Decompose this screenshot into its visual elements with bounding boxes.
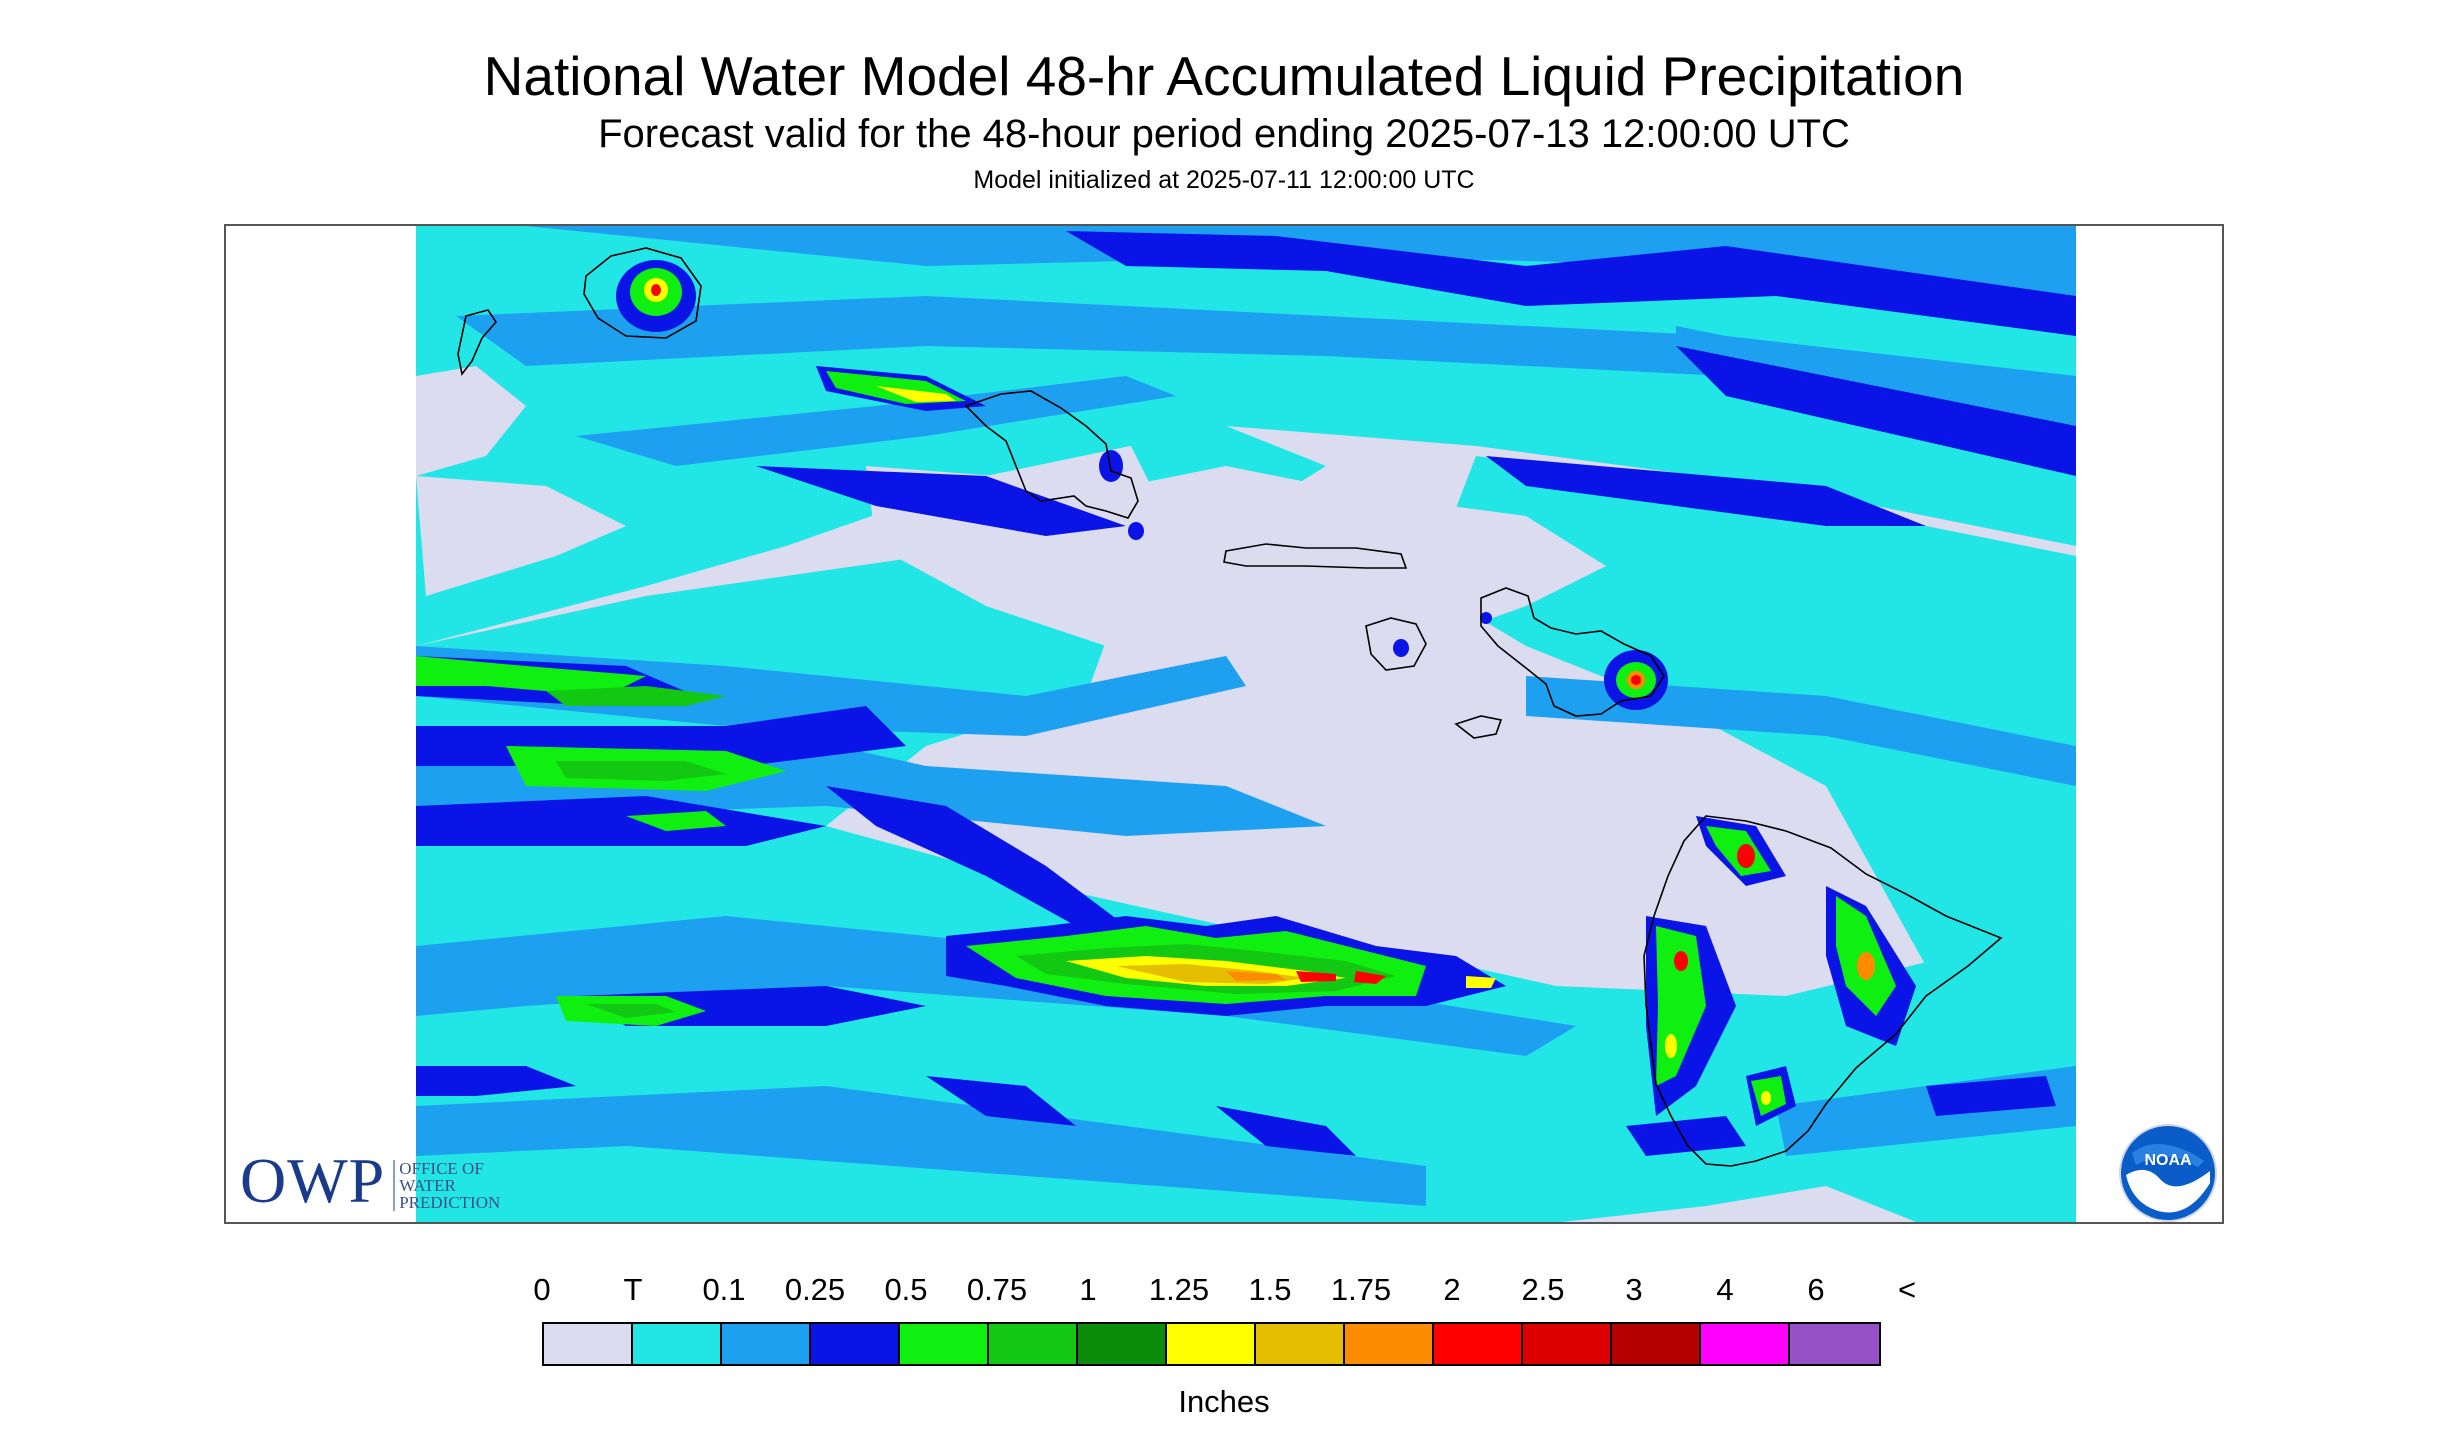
legend-swatch [1701, 1324, 1790, 1364]
legend-label: 3 [1625, 1272, 1643, 1307]
legend-label: 0.75 [966, 1272, 1028, 1307]
legend-swatch [1345, 1324, 1434, 1364]
legend-label: 1 [1079, 1272, 1097, 1307]
owp-logo-line-2: WATER [399, 1176, 456, 1195]
legend-label: 1.75 [1330, 1272, 1392, 1307]
legend-swatch [1612, 1324, 1701, 1364]
small-rain-spots [1099, 450, 1492, 657]
niihau-coastline [457, 309, 498, 376]
legend-swatch [1078, 1324, 1167, 1364]
molokai-coastline [1223, 543, 1408, 569]
precipitation-map-svg [226, 226, 2222, 1222]
owp-logo-letters: OWP [240, 1145, 386, 1216]
precipitation-map: OWP OFFICE OF WATER PREDICTION NOAA [224, 224, 2224, 1224]
owp-logo: OWP OFFICE OF WATER PREDICTION [240, 1145, 500, 1216]
legend-swatch [1523, 1324, 1612, 1364]
legend-units: Inches [1178, 1384, 1270, 1419]
map-subtitle: Forecast valid for the 48-hour period en… [598, 112, 1850, 156]
legend-swatch [1167, 1324, 1256, 1364]
legend-label: 2.5 [1521, 1272, 1565, 1307]
lanai-coastline [1365, 617, 1427, 671]
kauai-coastline [583, 247, 702, 339]
maui-coastline [1480, 587, 1665, 717]
legend-swatch [989, 1324, 1078, 1364]
oahu-coastline [964, 390, 1139, 519]
legend-color-bar [542, 1322, 1881, 1366]
legend-label: 0.5 [884, 1272, 928, 1307]
legend-swatch [544, 1324, 633, 1364]
kahoolawe-coastline [1454, 715, 1503, 739]
legend-swatch [633, 1324, 722, 1364]
maui-rain-hotspot [1604, 650, 1668, 710]
legend-swatch [811, 1324, 900, 1364]
legend-label: 0.1 [702, 1272, 746, 1307]
owp-logo-line-3: PREDICTION [399, 1193, 501, 1212]
legend-swatch [722, 1324, 811, 1364]
map-title: National Water Model 48-hr Accumulated L… [483, 45, 1965, 107]
legend-label: 6 [1807, 1272, 1825, 1307]
legend-label: T [623, 1272, 643, 1307]
noaa-logo-text: NOAA [2144, 1152, 2192, 1169]
southwest-rain-blob [556, 996, 706, 1026]
big-island-rain [1646, 816, 1916, 1126]
legend-label: 1.5 [1248, 1272, 1292, 1307]
oahu-northwest-rain-band [816, 366, 986, 411]
legend-swatch [1434, 1324, 1523, 1364]
coastlines [457, 247, 2003, 1167]
legend-label: 0.25 [784, 1272, 846, 1307]
owp-logo-line-1: OFFICE OF [399, 1159, 484, 1178]
noaa-logo: NOAA [2119, 1124, 2217, 1222]
south-rain-band [946, 916, 1506, 1016]
hawaii-coastline [1643, 815, 2003, 1167]
owp-logo-text: OFFICE OF WATER PREDICTION [393, 1160, 500, 1211]
legend-label: < [1897, 1272, 1917, 1307]
legend-label: 1.25 [1148, 1272, 1210, 1307]
legend-label: 2 [1443, 1272, 1461, 1307]
legend-label: 0 [533, 1272, 551, 1307]
legend-swatch [1256, 1324, 1345, 1364]
legend-label: 4 [1716, 1272, 1734, 1307]
color-legend: 0 T 0.1 0.25 0.5 0.75 1 1.25 1.5 1.75 2 2.5 3 4 6 < [533, 1260, 1916, 1420]
kauai-rain [616, 260, 696, 332]
legend-swatch [1790, 1324, 1879, 1364]
legend-swatch [900, 1324, 989, 1364]
west-band-1 [416, 656, 786, 831]
model-init-line: Model initialized at 2025-07-11 12:00:00… [973, 166, 1475, 194]
